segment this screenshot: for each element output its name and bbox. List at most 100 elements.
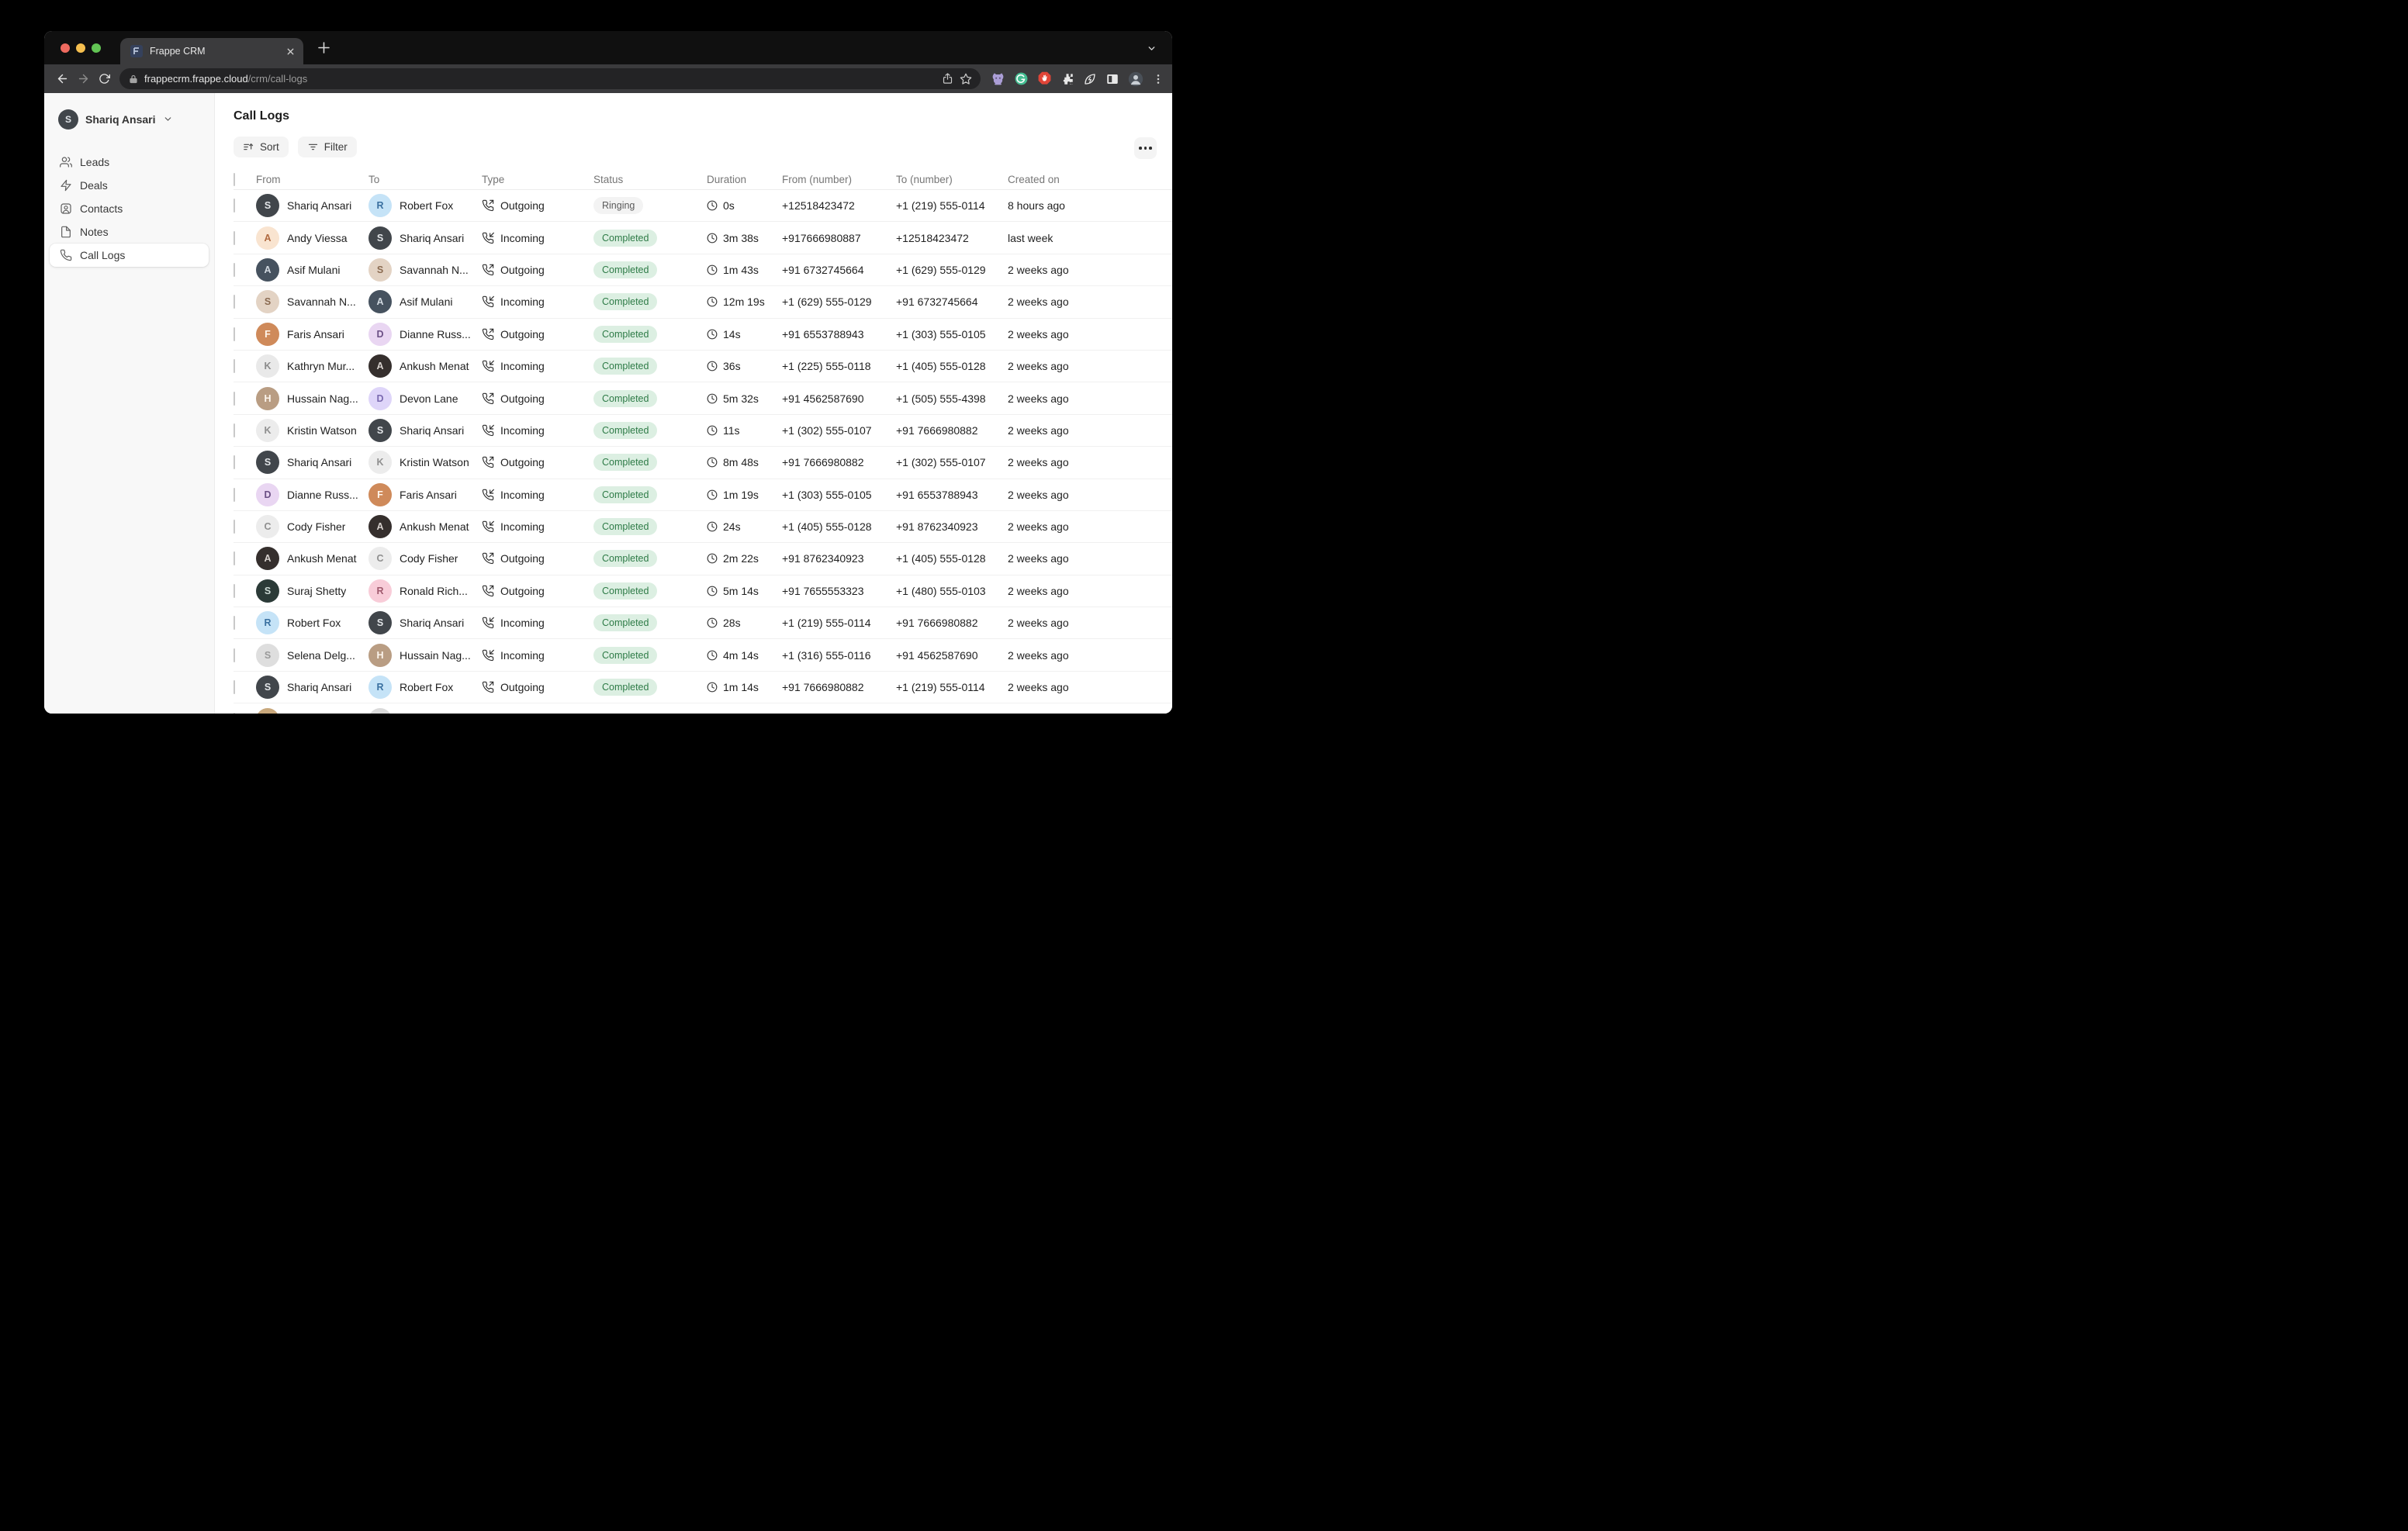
table-row[interactable]: F Faris Ansari D Dianne Russ... Outgoing… bbox=[234, 319, 1172, 351]
avatar bbox=[256, 707, 279, 714]
row-checkbox[interactable] bbox=[234, 680, 235, 695]
from-number: +1 (629) 555-0129 bbox=[782, 295, 872, 309]
row-checkbox[interactable] bbox=[234, 455, 235, 470]
user-menu[interactable]: S Shariq Ansari bbox=[44, 109, 214, 130]
sidebar-item-label: Notes bbox=[80, 226, 109, 238]
url-bar[interactable]: frappecrm.frappe.cloud/crm/call-logs bbox=[119, 68, 981, 89]
tab-close-icon[interactable] bbox=[285, 47, 296, 57]
from-cell: S Savannah N... bbox=[256, 290, 368, 314]
table-row[interactable]: D Dianne Russ... F Faris Ansari Incoming… bbox=[234, 479, 1172, 511]
row-checkbox[interactable] bbox=[234, 199, 235, 213]
minimize-window-button[interactable] bbox=[76, 43, 85, 53]
table-row[interactable]: A Ankush Menat C Cody Fisher Outgoing Co… bbox=[234, 543, 1172, 575]
avatar: S bbox=[256, 643, 279, 667]
table-row[interactable]: S Shariq Ansari R Robert Fox Outgoing Co… bbox=[234, 672, 1172, 704]
table-row[interactable]: S Selena Delg... H Hussain Nag... Incomi… bbox=[234, 639, 1172, 672]
page-title: Call Logs bbox=[234, 109, 290, 123]
clock-icon bbox=[707, 489, 718, 500]
table-row[interactable]: H Hussain Nag... D Devon Lane Outgoing C… bbox=[234, 382, 1172, 415]
column-header-from[interactable]: From bbox=[256, 173, 281, 185]
status-badge: Completed bbox=[593, 325, 658, 343]
column-header-to[interactable]: To bbox=[368, 173, 380, 185]
table-row[interactable]: C Cody Fisher A Ankush Menat Incoming Co… bbox=[234, 511, 1172, 544]
row-checkbox[interactable] bbox=[234, 327, 235, 341]
sidebar-item-leads[interactable]: Leads bbox=[50, 150, 209, 174]
sidebar-item-contacts[interactable]: Contacts bbox=[50, 197, 209, 220]
avatar: S bbox=[368, 418, 392, 442]
row-checkbox[interactable] bbox=[234, 583, 235, 598]
status-badge: Completed bbox=[593, 614, 658, 632]
reload-button[interactable] bbox=[94, 68, 115, 89]
clock-icon bbox=[707, 361, 718, 372]
row-checkbox[interactable] bbox=[234, 648, 235, 662]
row-checkbox[interactable] bbox=[234, 391, 235, 406]
column-header-type[interactable]: Type bbox=[482, 173, 505, 185]
adblock-icon[interactable] bbox=[1037, 71, 1052, 86]
column-header-to-number[interactable]: To (number) bbox=[896, 173, 953, 185]
user-avatar: S bbox=[58, 109, 78, 130]
table-row[interactable]: S Shariq Ansari K Kristin Watson Outgoin… bbox=[234, 447, 1172, 479]
duration-cell: 4m 14s bbox=[707, 649, 782, 662]
row-checkbox[interactable] bbox=[234, 423, 235, 437]
column-header-status[interactable]: Status bbox=[593, 173, 624, 185]
table-row[interactable]: K Kristin Watson S Shariq Ansari Incomin… bbox=[234, 415, 1172, 448]
row-checkbox[interactable] bbox=[234, 551, 235, 566]
row-checkbox[interactable] bbox=[234, 262, 235, 277]
zoom-window-button[interactable] bbox=[92, 43, 101, 53]
extensions-puzzle-icon[interactable] bbox=[1060, 72, 1074, 86]
call-type-cell: Incoming bbox=[482, 649, 593, 662]
row-checkbox[interactable] bbox=[234, 712, 235, 714]
tab-search-chevron-icon[interactable] bbox=[1147, 43, 1157, 54]
table-row[interactable]: S Savannah N... A Asif Mulani Incoming C… bbox=[234, 286, 1172, 319]
duration-cell: 1m 19s bbox=[707, 489, 782, 501]
side-panel-icon[interactable] bbox=[1105, 72, 1119, 86]
table-row[interactable]: K Kathryn Mur... A Ankush Menat Incoming… bbox=[234, 351, 1172, 383]
row-checkbox[interactable] bbox=[234, 520, 235, 534]
chevron-down-icon bbox=[163, 114, 173, 124]
row-checkbox[interactable] bbox=[234, 295, 235, 309]
table-row[interactable]: R Robert Fox S Shariq Ansari Incoming Co… bbox=[234, 607, 1172, 640]
avatar: A bbox=[256, 226, 279, 250]
close-window-button[interactable] bbox=[61, 43, 70, 53]
column-header-from-number[interactable]: From (number) bbox=[782, 173, 853, 185]
sort-button[interactable]: Sort bbox=[234, 137, 289, 157]
table-row[interactable]: S Suraj Shetty R Ronald Rich... Outgoing… bbox=[234, 575, 1172, 608]
new-tab-button[interactable] bbox=[317, 41, 330, 54]
grammarly-icon[interactable] bbox=[1014, 71, 1029, 86]
avatar: A bbox=[256, 547, 279, 571]
lock-icon bbox=[129, 74, 138, 84]
row-checkbox[interactable] bbox=[234, 616, 235, 631]
from-cell: D Dianne Russ... bbox=[256, 482, 368, 506]
call-type-cell: Incoming bbox=[482, 360, 593, 372]
row-checkbox[interactable] bbox=[234, 359, 235, 374]
forward-button[interactable] bbox=[73, 68, 94, 89]
share-icon[interactable] bbox=[942, 73, 953, 85]
row-checkbox[interactable] bbox=[234, 487, 235, 502]
browser-tab[interactable]: Frappe CRM bbox=[120, 38, 303, 64]
phone-incoming-icon bbox=[482, 296, 494, 308]
column-header-duration[interactable]: Duration bbox=[707, 173, 747, 185]
sidebar-item-deals[interactable]: Deals bbox=[50, 174, 209, 197]
table-row[interactable]: A Asif Mulani S Savannah N... Outgoing C… bbox=[234, 254, 1172, 287]
browser-menu-icon[interactable] bbox=[1152, 73, 1164, 85]
table-row[interactable]: S Shariq Ansari R Robert Fox Outgoing Ri… bbox=[234, 190, 1172, 223]
call-type-label: Outgoing bbox=[500, 681, 545, 694]
filter-button[interactable]: Filter bbox=[297, 137, 357, 157]
bookmark-star-icon[interactable] bbox=[960, 73, 972, 85]
row-checkbox[interactable] bbox=[234, 230, 235, 245]
sidebar-item-call-logs[interactable]: Call Logs bbox=[50, 244, 209, 267]
more-options-button[interactable] bbox=[1134, 137, 1157, 159]
status-cell: Completed bbox=[593, 229, 707, 247]
column-header-created-on[interactable]: Created on bbox=[1008, 173, 1060, 185]
leaf-energy-icon[interactable] bbox=[1083, 72, 1097, 86]
table-row[interactable]: A Andy Viessa S Shariq Ansari Incoming C… bbox=[234, 222, 1172, 254]
profile-avatar[interactable] bbox=[1128, 71, 1143, 87]
status-cell: Completed bbox=[593, 454, 707, 472]
to-number: +91 4562587690 bbox=[896, 648, 978, 662]
back-button[interactable] bbox=[52, 68, 73, 89]
sort-icon bbox=[244, 143, 254, 150]
to-cell: A Ankush Menat bbox=[368, 354, 482, 378]
github-octocat-icon[interactable] bbox=[991, 71, 1005, 86]
sidebar-item-notes[interactable]: Notes bbox=[50, 220, 209, 244]
select-all-checkbox[interactable] bbox=[234, 172, 235, 186]
